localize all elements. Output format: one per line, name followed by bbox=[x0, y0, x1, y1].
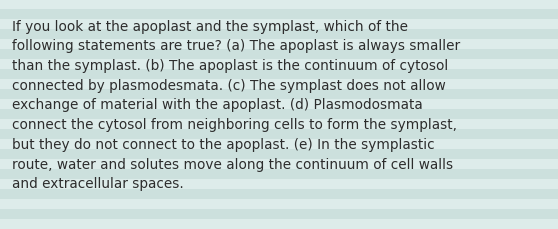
Bar bbox=[0, 199, 558, 209]
Bar bbox=[0, 139, 558, 149]
Bar bbox=[0, 159, 558, 169]
Bar bbox=[0, 120, 558, 129]
Bar bbox=[0, 129, 558, 139]
Bar bbox=[0, 179, 558, 189]
Bar bbox=[0, 0, 558, 10]
Bar bbox=[0, 60, 558, 70]
Text: If you look at the apoplast and the symplast, which of the
following statements : If you look at the apoplast and the symp… bbox=[12, 19, 460, 191]
Bar bbox=[0, 219, 558, 229]
Bar bbox=[0, 50, 558, 60]
Bar bbox=[0, 10, 558, 20]
Bar bbox=[0, 30, 558, 40]
Bar bbox=[0, 169, 558, 179]
Bar bbox=[0, 209, 558, 219]
Bar bbox=[0, 109, 558, 120]
Bar bbox=[0, 70, 558, 80]
Bar bbox=[0, 40, 558, 50]
Bar bbox=[0, 149, 558, 159]
Bar bbox=[0, 90, 558, 100]
Bar bbox=[0, 20, 558, 30]
Bar bbox=[0, 80, 558, 90]
Bar bbox=[0, 189, 558, 199]
Bar bbox=[0, 100, 558, 109]
